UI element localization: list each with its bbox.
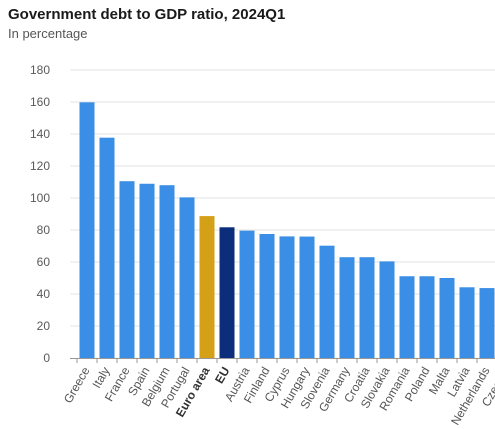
bar-eu	[219, 227, 235, 358]
y-tick-label: 180	[30, 63, 50, 77]
bar-greece	[79, 102, 95, 358]
chart-title: Government debt to GDP ratio, 2024Q1	[8, 6, 286, 23]
bars	[79, 102, 495, 358]
bar-portugal	[179, 197, 195, 358]
y-tick-label: 160	[30, 95, 50, 109]
bar-latvia	[459, 287, 475, 358]
bar-italy	[99, 137, 115, 358]
y-tick-label: 100	[30, 191, 50, 205]
y-tick-label: 60	[37, 255, 51, 269]
bar-slovenia	[319, 245, 335, 358]
bar-croatia	[359, 257, 375, 358]
bar-austria	[239, 230, 255, 358]
bar-slovakia	[379, 261, 395, 358]
y-tick-label: 140	[30, 127, 50, 141]
y-tick-label: 20	[37, 319, 51, 333]
bar-belgium	[159, 185, 175, 358]
bar-euro-area	[199, 216, 215, 358]
bar-france	[119, 181, 135, 358]
bar-spain	[139, 183, 155, 358]
y-tick-label: 40	[37, 287, 51, 301]
bar-finland	[259, 234, 275, 358]
y-tick-label: 80	[37, 223, 51, 237]
bar-romania	[399, 276, 415, 358]
bar-cyprus	[279, 236, 295, 358]
bar-poland	[419, 276, 435, 358]
x-axis-labels: GreeceItalyFranceSpainBelgiumPortugalEur…	[61, 364, 495, 427]
x-tick-label: Greece	[61, 364, 93, 405]
bar-netherlands	[479, 288, 495, 358]
y-axis-ticks: 0 20 40 60 80 100 120 140 160 180	[30, 63, 50, 365]
chart-subtitle: In percentage	[8, 26, 88, 41]
y-tick-label: 0	[43, 351, 50, 365]
x-axis	[70, 358, 495, 363]
bar-malta	[439, 278, 455, 358]
bar-hungary	[299, 236, 315, 358]
bar-germany	[339, 257, 355, 358]
y-tick-label: 120	[30, 159, 50, 173]
